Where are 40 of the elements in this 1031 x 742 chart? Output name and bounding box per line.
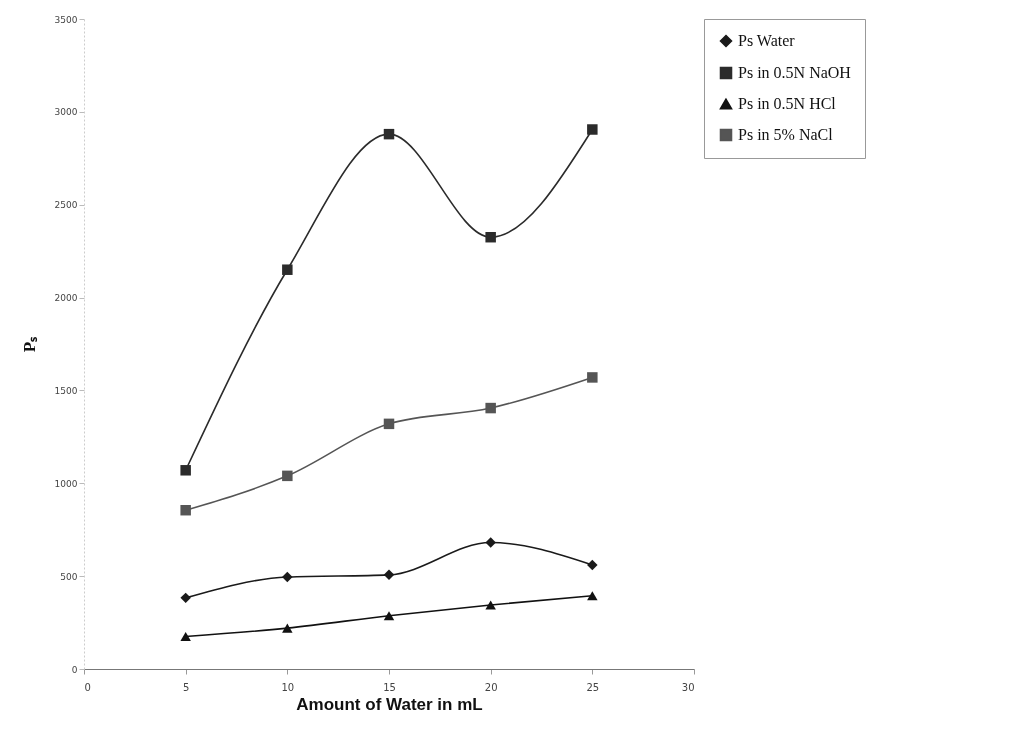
y-tick-label: 2500 <box>54 200 78 211</box>
y-tick-label: 2000 <box>54 293 78 304</box>
y-tick-label: 1000 <box>54 478 78 489</box>
y-tick-label: 500 <box>60 571 78 582</box>
y-tick-label: 3000 <box>54 107 78 118</box>
point <box>180 465 191 476</box>
y-tick-label: 1500 <box>54 385 78 396</box>
point <box>180 504 191 516</box>
y-tick-label: 0 <box>71 664 78 675</box>
x-tick-label: 15 <box>383 681 396 693</box>
x-tick-label: 30 <box>681 681 695 693</box>
point <box>180 631 191 642</box>
x-tick-label: 0 <box>84 681 91 693</box>
point <box>180 592 191 604</box>
x-tick-label: 20 <box>484 681 498 693</box>
point <box>485 402 496 414</box>
point <box>383 128 395 140</box>
point <box>485 537 496 548</box>
point <box>587 591 598 601</box>
point <box>383 611 395 621</box>
x-tick-label: 5 <box>182 681 190 693</box>
point <box>282 571 293 583</box>
point <box>383 569 395 581</box>
point <box>587 124 598 135</box>
y-axis-title: Pₛ <box>19 335 39 353</box>
x-axis-title: Amount of Water in mL <box>296 694 483 714</box>
point <box>282 623 293 633</box>
legend-label: Ps in 5% NaCl <box>738 126 834 143</box>
point <box>383 418 395 430</box>
legend-label: Ps in 0.5N HCl <box>738 95 837 112</box>
x-tick-label: 25 <box>586 681 600 693</box>
point <box>587 372 598 383</box>
point <box>282 264 293 275</box>
legend-label: Ps in 0.5N NaOH <box>738 64 852 81</box>
point <box>485 231 496 243</box>
point <box>282 470 293 482</box>
point <box>587 559 598 571</box>
x-tick-label: 10 <box>281 681 295 693</box>
legend-label: Ps Water <box>738 32 796 49</box>
y-tick-label: 3500 <box>54 14 78 25</box>
